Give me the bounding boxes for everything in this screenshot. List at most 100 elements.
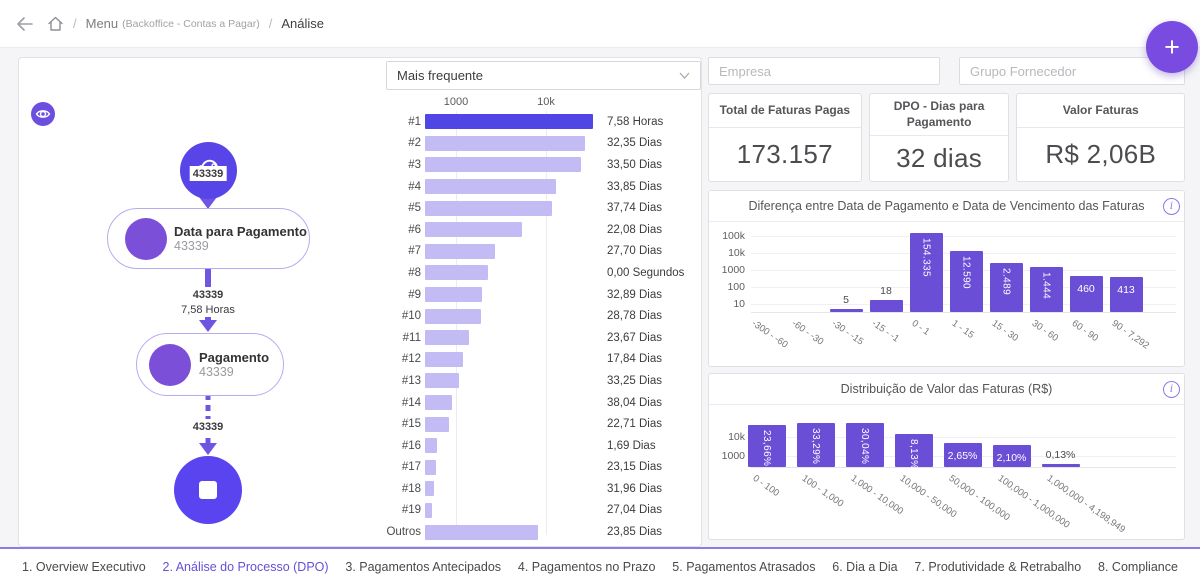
breadcrumb: / Menu (Backoffice - Contas a Pagar) / A… xyxy=(0,0,1200,48)
tab-6[interactable]: 6. Dia a Dia xyxy=(832,560,898,574)
variant-duration: 23,67 Dias xyxy=(607,331,662,344)
variant-row[interactable]: #13 33,25 Dias xyxy=(19,370,701,392)
variant-row[interactable]: Outros 23,85 Dias xyxy=(19,521,701,543)
variant-row[interactable]: #17 23,15 Dias xyxy=(19,457,701,479)
info-icon[interactable]: i xyxy=(1163,381,1180,398)
x-category-label: 0 - 100 xyxy=(750,473,781,499)
bar[interactable]: 1.444 xyxy=(1029,267,1063,312)
x-category-label: 100 - 1,000 xyxy=(799,473,845,510)
kpi-title: Total de Faturas Pagas xyxy=(709,94,861,128)
variant-row[interactable]: #19 27,04 Dias xyxy=(19,500,701,522)
variant-duration: 22,08 Dias xyxy=(607,223,662,236)
breadcrumb-menu-link[interactable]: Menu xyxy=(85,16,119,31)
variant-duration: 0,00 Segundos xyxy=(607,266,685,279)
info-icon[interactable]: i xyxy=(1163,198,1180,215)
variant-rank: #14 xyxy=(401,396,421,409)
variant-sort-dropdown[interactable]: Mais frequente xyxy=(386,61,701,90)
variant-row[interactable]: #1 7,58 Horas xyxy=(19,111,701,133)
variant-bar-track xyxy=(425,157,593,173)
edge-frequency-label: 43339 xyxy=(189,166,227,181)
dropdown-selected-value: Mais frequente xyxy=(397,68,483,83)
variant-row[interactable]: #2 32,35 Dias xyxy=(19,133,701,155)
x-category-label: 60 - 90 xyxy=(1069,318,1101,344)
bar[interactable]: 23,66% xyxy=(747,425,786,467)
tab-7[interactable]: 7. Produtividade & Retrabalho xyxy=(914,560,1082,574)
bar[interactable]: 2.489 xyxy=(989,263,1023,312)
variant-row[interactable]: #7 27,70 Dias xyxy=(19,241,701,263)
process-node-data-para-pagamento[interactable]: Data para Pagamento 43339 xyxy=(107,208,310,269)
bar-value-label: 33,29% xyxy=(810,427,821,464)
variant-duration: 22,71 Dias xyxy=(607,418,662,431)
bar[interactable] xyxy=(869,299,903,312)
x-axis-tick: 10k xyxy=(537,96,555,108)
variant-row[interactable]: #12 17,84 Dias xyxy=(19,349,701,371)
variant-duration: 33,50 Dias xyxy=(607,158,662,171)
x-category-label: -60 - -30 xyxy=(789,318,826,348)
variant-bar xyxy=(425,481,435,497)
bar[interactable]: 460 xyxy=(1069,275,1103,312)
bar[interactable]: 413 xyxy=(1109,276,1143,312)
tab-2[interactable]: 2. Análise do Processo (DPO) xyxy=(162,560,329,574)
bar[interactable]: 2,10% xyxy=(992,445,1031,467)
kpi-value: 32 dias xyxy=(896,143,983,174)
add-button[interactable]: + xyxy=(1146,21,1198,73)
variant-row[interactable]: #11 23,67 Dias xyxy=(19,327,701,349)
variant-row[interactable]: #6 22,08 Dias xyxy=(19,219,701,241)
chart-title: Distribuição de Valor das Faturas (R$) xyxy=(840,382,1053,396)
grupo-fornecedor-filter-input[interactable] xyxy=(959,57,1185,85)
variant-row[interactable]: #15 22,71 Dias xyxy=(19,413,701,435)
home-icon[interactable] xyxy=(47,16,64,32)
variant-bar xyxy=(425,502,433,518)
variant-row[interactable]: #18 31,96 Dias xyxy=(19,478,701,500)
tab-bar: 1. Overview Executivo 2. Análise do Proce… xyxy=(0,549,1200,585)
bar[interactable]: 2,65% xyxy=(943,443,982,467)
chart-title: Diferença entre Data de Pagamento e Data… xyxy=(748,199,1145,213)
chevron-down-icon xyxy=(679,72,690,79)
node-title: Data para Pagamento xyxy=(174,223,307,239)
visibility-eye-button[interactable] xyxy=(31,102,55,126)
bar-value-label: 0,13% xyxy=(1045,449,1076,461)
tab-1[interactable]: 1. Overview Executivo xyxy=(22,560,146,574)
edge-frequency-label: 43339 xyxy=(189,419,227,434)
variant-row[interactable]: #5 37,74 Dias xyxy=(19,197,701,219)
bar[interactable]: 30,04% xyxy=(845,423,884,467)
variant-bar-track xyxy=(425,502,593,518)
x-category-label: 50,000 - 100,000 xyxy=(946,473,1012,524)
tab-3[interactable]: 3. Pagamentos Antecipados xyxy=(345,560,502,574)
variant-rank: #9 xyxy=(408,288,421,301)
variant-row[interactable]: #8 0,00 Segundos xyxy=(19,262,701,284)
activity-dot-icon xyxy=(125,217,167,260)
variant-bar-track xyxy=(425,265,593,281)
variant-row[interactable]: #9 32,89 Dias xyxy=(19,284,701,306)
variant-rank: #2 xyxy=(408,137,421,150)
variant-bar xyxy=(425,308,481,324)
back-arrow-icon[interactable] xyxy=(16,16,33,31)
bar[interactable]: 154.335 xyxy=(909,232,943,312)
process-end-node[interactable] xyxy=(174,456,242,524)
x-category-label: 100,000 - 1,000,000 xyxy=(995,473,1072,531)
variant-row[interactable]: #10 28,78 Dias xyxy=(19,305,701,327)
tab-5[interactable]: 5. Pagamentos Atrasados xyxy=(672,560,816,574)
variant-row[interactable]: #3 33,50 Dias xyxy=(19,154,701,176)
x-category-label: 10,000 - 50,000 xyxy=(897,473,959,521)
y-axis-tick: 10k xyxy=(728,247,745,259)
variant-row[interactable]: #14 38,04 Dias xyxy=(19,392,701,414)
tab-8[interactable]: 8. Compliance xyxy=(1098,560,1178,574)
empresa-filter-input[interactable] xyxy=(708,57,940,85)
variant-duration: 17,84 Dias xyxy=(607,353,662,366)
process-node-pagamento[interactable]: Pagamento 43339 xyxy=(136,333,284,396)
bar[interactable] xyxy=(1041,464,1080,467)
tab-4[interactable]: 4. Pagamentos no Prazo xyxy=(517,560,656,574)
kpi-title: DPO - Dias para Pagamento xyxy=(869,94,1009,137)
bar[interactable]: 8,13% xyxy=(894,434,933,470)
variant-bar-track xyxy=(425,135,593,151)
variant-duration: 27,70 Dias xyxy=(607,245,662,258)
x-axis-line xyxy=(751,312,1176,313)
bar[interactable]: 12.590 xyxy=(949,251,983,312)
y-axis-tick: 10k xyxy=(728,431,745,443)
variant-row[interactable]: #16 1,69 Dias xyxy=(19,435,701,457)
bar[interactable]: 33,29% xyxy=(796,422,835,467)
y-axis-tick: 1000 xyxy=(721,450,745,462)
variant-row[interactable]: #4 33,85 Dias xyxy=(19,176,701,198)
bar[interactable] xyxy=(829,309,863,312)
